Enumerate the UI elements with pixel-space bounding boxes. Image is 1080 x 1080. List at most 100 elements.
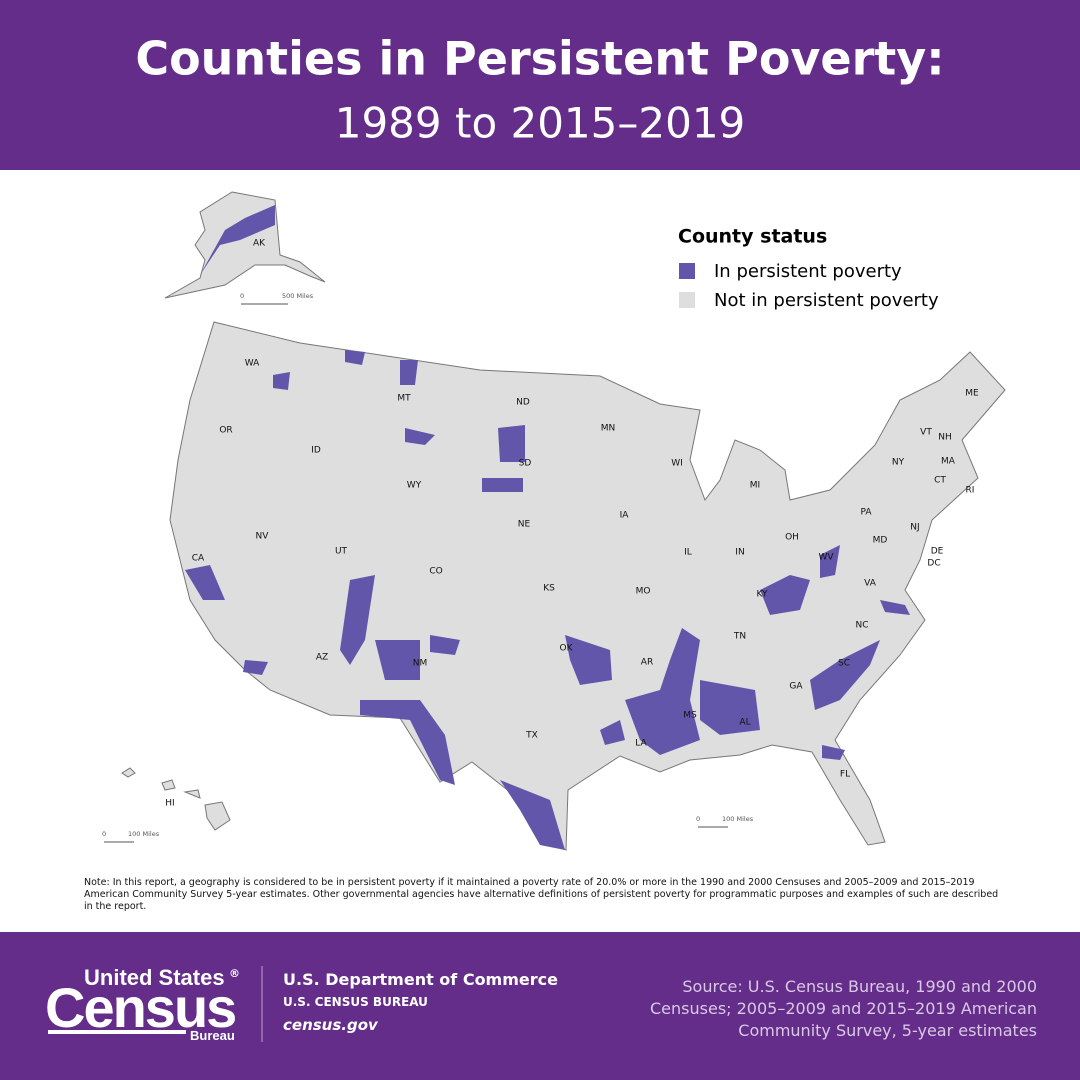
scale-label: 100 Miles (722, 815, 754, 823)
state-label: ME (965, 389, 979, 399)
state-label: OK (560, 644, 574, 654)
header-band (0, 0, 1080, 170)
source-line: Community Survey, 5-year estimates (738, 1021, 1037, 1040)
state-label: NM (413, 659, 428, 669)
state-label: CA (192, 554, 205, 564)
state-label: NY (892, 458, 905, 468)
state-label: NE (518, 520, 531, 530)
logo-line: United States (84, 965, 225, 990)
bureau: U.S. CENSUS BUREAU (283, 995, 428, 1009)
state-label: AZ (316, 653, 328, 663)
source-line: Source: U.S. Census Bureau, 1990 and 200… (682, 977, 1037, 996)
title: Counties in Persistent Poverty: (135, 32, 944, 86)
state-label: PA (860, 508, 872, 518)
poverty-area (360, 700, 455, 785)
state-label: UT (335, 547, 348, 557)
alaska (164, 191, 326, 299)
logo-wordmark: Census (45, 976, 235, 1039)
state-label: ND (516, 398, 530, 408)
state-label: RI (966, 486, 975, 496)
state-label: HI (165, 799, 174, 809)
poverty-area (700, 680, 760, 735)
poverty-area (185, 565, 268, 675)
logo-mark: ® (229, 967, 240, 980)
state-label: WI (671, 459, 683, 469)
state-label: VT (920, 428, 932, 438)
state-label: KY (756, 590, 768, 600)
state-label: CO (429, 567, 442, 577)
state-label: MO (636, 587, 651, 597)
state-label: NV (256, 532, 270, 542)
state-label: SC (838, 659, 850, 669)
poverty-area (375, 635, 460, 680)
website: census.gov (283, 1016, 379, 1034)
state-label: DC (927, 559, 940, 569)
state-label: WA (245, 359, 260, 369)
state-label: MD (873, 536, 888, 546)
source: Source: U.S. Census Bureau, 1990 and 200… (650, 977, 1037, 1040)
poverty-area (625, 628, 700, 755)
legend-label: In persistent poverty (714, 261, 902, 282)
legend-swatch (679, 292, 695, 308)
hawaii (121, 767, 231, 831)
state-label: MA (941, 457, 956, 467)
poverty-area (200, 205, 275, 275)
poverty-areas (185, 205, 910, 850)
state-label: ID (311, 446, 321, 456)
source-line: Censuses; 2005–2009 and 2015–2019 Americ… (650, 999, 1037, 1018)
state-label: MI (750, 481, 760, 491)
scale-bar: 0 500 Miles 0 100 Miles 0 100 Miles (102, 292, 754, 843)
poverty-area (565, 635, 625, 745)
state-label: WY (407, 481, 422, 491)
logo: United States ® Census Bureau (45, 965, 240, 1043)
map: WA OR CA NV ID MT WY UT AZ CO NM ND SD N… (121, 191, 1006, 851)
state-label: SD (519, 459, 532, 469)
state-label: OH (785, 533, 799, 543)
scale-label: 0 (240, 292, 244, 300)
legend-title: County status (678, 226, 827, 248)
state-label: GA (789, 682, 803, 692)
logo-line: Bureau (190, 1028, 235, 1043)
state-label: VA (864, 579, 877, 589)
state-label: NC (855, 621, 868, 631)
note: Note: In this report, a geography is con… (84, 877, 999, 912)
state-label: MT (397, 394, 411, 404)
legend-swatch (679, 263, 695, 279)
state-label: NJ (910, 523, 919, 533)
state-label: MS (683, 711, 697, 721)
poverty-area (500, 780, 565, 850)
state-label: KS (543, 584, 555, 594)
poverty-area (810, 640, 880, 710)
scale-label: 100 Miles (128, 830, 160, 838)
state-label: TX (525, 731, 538, 741)
state-label: AR (641, 658, 653, 668)
poverty-area (340, 575, 375, 665)
scale-label: 500 Miles (282, 292, 314, 300)
poverty-area (820, 545, 910, 615)
state-label: FL (840, 770, 850, 780)
state-label: AL (739, 718, 750, 728)
state-label: TN (733, 632, 746, 642)
logo-underline (48, 1030, 186, 1034)
state-label: DE (931, 547, 944, 557)
scale-label: 0 (102, 830, 106, 838)
legend: County status In persistent poverty Not … (678, 226, 939, 312)
state-label: MN (601, 424, 616, 434)
poverty-area (482, 425, 525, 492)
scale-label: 0 (696, 815, 700, 823)
state-label: IN (735, 548, 744, 558)
subtitle: 1989 to 2015–2019 (335, 99, 746, 148)
footer-band (0, 932, 1080, 1080)
legend-label: Not in persistent poverty (714, 290, 939, 311)
state-label: IA (620, 511, 630, 521)
state-label: NH (938, 433, 952, 443)
state-label: AK (253, 239, 266, 249)
state-label: WV (818, 553, 834, 563)
poverty-area (760, 575, 810, 615)
poverty-area (345, 350, 435, 445)
state-label: OR (219, 426, 232, 436)
state-label: CT (934, 476, 946, 486)
state-label: LA (635, 739, 647, 749)
